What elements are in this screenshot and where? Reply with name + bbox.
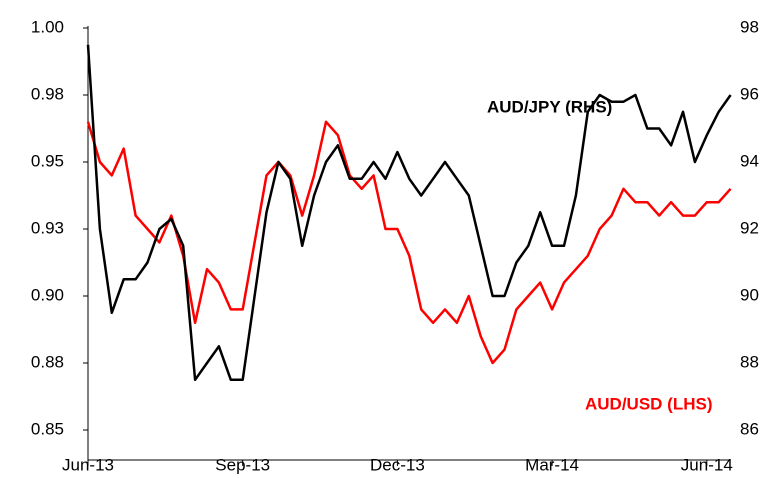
x-tick-label: Jun-14 bbox=[681, 455, 733, 474]
x-tick-label: Mar-14 bbox=[525, 455, 579, 474]
annotation: AUD/JPY (RHS) bbox=[487, 97, 612, 116]
line-series bbox=[86, 120, 732, 365]
line-series bbox=[86, 44, 732, 382]
y-tick-label: 0.88 bbox=[31, 352, 64, 371]
x-tick-label: Dec-13 bbox=[370, 455, 425, 474]
x-tick-label: Sep-13 bbox=[215, 455, 270, 474]
y2-tick-label: 92 bbox=[740, 218, 759, 237]
y-tick-label: 0.95 bbox=[31, 151, 64, 170]
y2-tick-label: 96 bbox=[740, 84, 759, 103]
y-tick-label: 0.98 bbox=[31, 84, 64, 103]
y-tick-label: 0.93 bbox=[31, 218, 64, 237]
y2-tick-label: 94 bbox=[740, 151, 759, 170]
y2-tick-label: 86 bbox=[740, 419, 759, 438]
y-tick-label: 0.85 bbox=[31, 419, 64, 438]
y2-tick-label: 98 bbox=[740, 17, 759, 36]
y2-tick-label: 90 bbox=[740, 285, 759, 304]
y-tick-label: 0.90 bbox=[31, 285, 64, 304]
y2-tick-label: 88 bbox=[740, 352, 759, 371]
x-tick-label: Jun-13 bbox=[62, 455, 114, 474]
y-tick-label: 1.00 bbox=[31, 17, 64, 36]
annotation: AUD/USD (LHS) bbox=[585, 394, 713, 413]
